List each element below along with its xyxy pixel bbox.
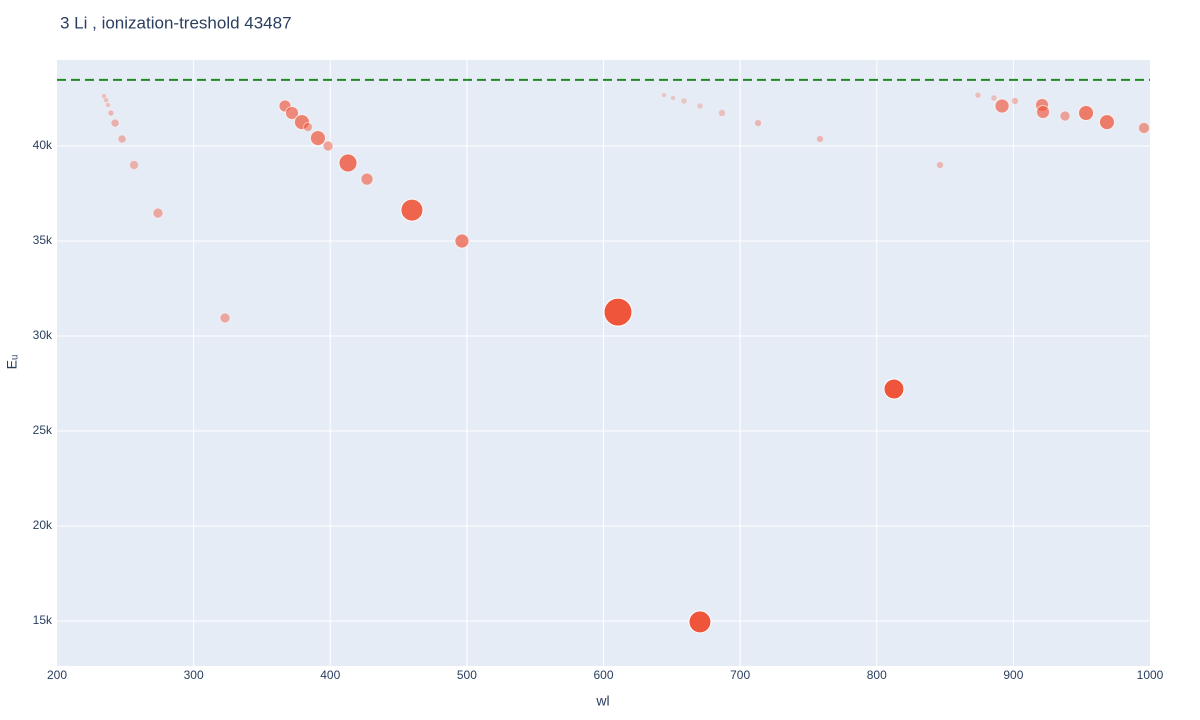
point xyxy=(104,102,111,109)
point xyxy=(338,153,358,173)
x-tick-label: 1000 xyxy=(1137,668,1164,682)
point xyxy=(309,130,326,147)
point xyxy=(680,97,688,105)
y-tick-label: 20k xyxy=(33,518,53,532)
point xyxy=(103,97,110,104)
point xyxy=(603,297,633,327)
y-tick-label: 15k xyxy=(33,613,53,627)
point xyxy=(152,207,164,219)
x-tick-label: 200 xyxy=(47,668,67,682)
point xyxy=(974,91,982,99)
point xyxy=(129,160,140,171)
point xyxy=(1078,105,1095,122)
point xyxy=(994,98,1010,114)
point xyxy=(717,109,726,118)
point xyxy=(219,312,231,324)
x-tick-label: 400 xyxy=(320,668,340,682)
point xyxy=(990,94,998,102)
y-tick-label: 25k xyxy=(33,423,53,437)
y-tick-label: 30k xyxy=(33,328,53,342)
point xyxy=(670,94,677,101)
point xyxy=(883,378,905,400)
point xyxy=(1036,105,1051,120)
point xyxy=(454,233,470,249)
point xyxy=(696,102,704,110)
point xyxy=(688,610,712,634)
y-tick-label: 35k xyxy=(33,233,53,247)
point xyxy=(100,93,107,100)
point xyxy=(1098,114,1115,131)
chart-title: 3 Li , ionization-treshold 43487 xyxy=(60,13,292,32)
point xyxy=(107,109,115,117)
point xyxy=(754,119,763,128)
x-tick-label: 900 xyxy=(1003,668,1023,682)
point xyxy=(1137,122,1150,135)
point xyxy=(400,198,424,222)
x-tick-label: 300 xyxy=(184,668,204,682)
point xyxy=(284,106,299,121)
point xyxy=(360,172,374,186)
point xyxy=(322,140,334,152)
point xyxy=(1059,110,1071,122)
point xyxy=(1011,97,1020,106)
point xyxy=(302,122,313,133)
x-tick-label: 700 xyxy=(730,668,750,682)
point xyxy=(110,118,120,128)
point xyxy=(936,161,945,170)
y-axis-title: Eᵤ xyxy=(4,355,20,370)
x-tick-label: 800 xyxy=(867,668,887,682)
point xyxy=(661,92,668,99)
x-axis-title: wl xyxy=(595,693,609,709)
point xyxy=(117,134,127,144)
x-tick-label: 600 xyxy=(593,668,613,682)
point xyxy=(816,135,825,144)
y-tick-label: 40k xyxy=(33,138,53,152)
x-tick-label: 500 xyxy=(457,668,477,682)
